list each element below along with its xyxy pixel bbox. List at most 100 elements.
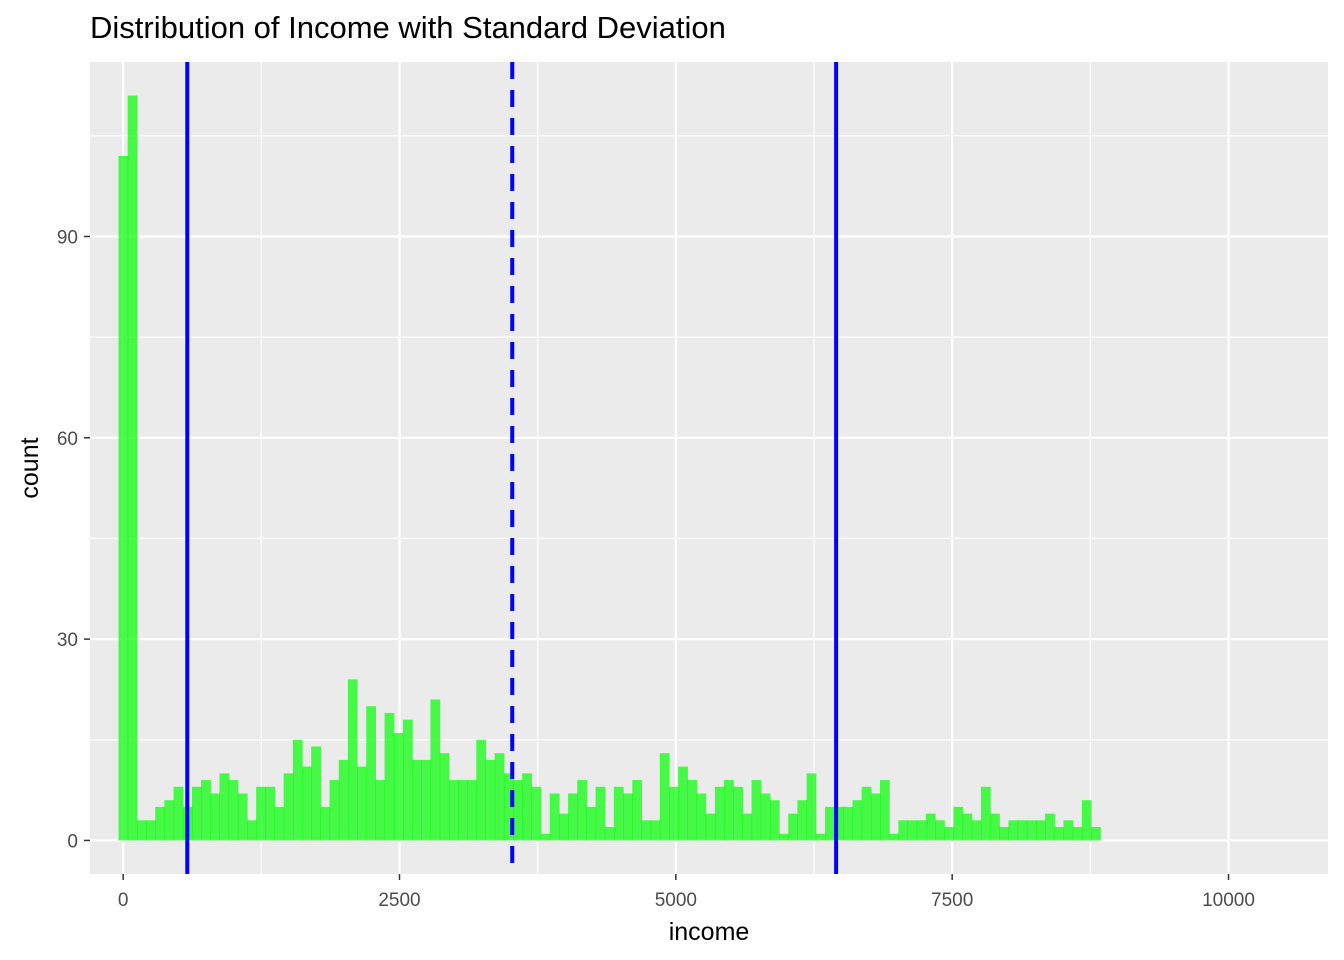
histogram-bar: [494, 753, 505, 841]
histogram-bar: [302, 766, 312, 841]
histogram-bar: [1026, 820, 1037, 841]
histogram-bar: [421, 759, 432, 841]
histogram-bar: [155, 806, 165, 841]
histogram-bar: [779, 833, 789, 841]
histogram-bar: [1045, 813, 1055, 841]
histogram-bar: [329, 780, 340, 841]
histogram-bar: [870, 793, 881, 841]
histogram-bar: [513, 780, 523, 841]
histogram-bar: [806, 773, 817, 841]
x-tick-label: 7500: [931, 890, 973, 911]
histogram-bar: [173, 786, 184, 841]
histogram-bar: [320, 806, 331, 841]
histogram-bar: [613, 786, 624, 841]
histogram-bar: [393, 733, 404, 841]
histogram-bar: [164, 800, 175, 841]
histogram-bar: [384, 712, 395, 841]
histogram-bar: [467, 780, 477, 841]
y-tick-label: 90: [57, 227, 78, 248]
histogram-bar: [907, 820, 918, 841]
histogram-bar: [632, 780, 643, 841]
histogram-bar: [265, 786, 276, 841]
histogram-bar: [228, 780, 239, 841]
histogram-bar: [237, 793, 248, 841]
histogram-bar: [898, 820, 909, 841]
histogram-bar: [448, 780, 459, 841]
x-tick-label: 2500: [378, 890, 420, 911]
histogram-bar: [824, 806, 835, 841]
histogram-bar: [136, 820, 147, 841]
histogram-bar: [1091, 827, 1101, 841]
histogram-bar: [439, 753, 450, 841]
histogram-bar: [375, 780, 386, 841]
x-tick-label: 5000: [655, 890, 697, 911]
histogram-bar: [944, 827, 954, 841]
histogram-bar: [558, 813, 569, 841]
histogram-bar: [843, 806, 854, 841]
histogram-bar: [733, 786, 743, 841]
histogram-bar: [1008, 820, 1019, 841]
histogram-bar: [641, 820, 652, 841]
histogram-bar: [146, 820, 156, 841]
histogram-bar: [696, 793, 707, 841]
histogram-bar: [971, 820, 982, 841]
histogram-bar: [668, 786, 679, 841]
histogram-bar: [714, 786, 725, 841]
histogram-bar: [659, 753, 670, 841]
histogram-bar: [751, 780, 762, 841]
x-tick-label: 10000: [1202, 890, 1255, 911]
histogram-bar: [549, 793, 560, 841]
histogram-bar: [705, 813, 716, 841]
histogram-bar: [292, 739, 303, 841]
histogram-bar: [201, 780, 211, 841]
histogram-bar: [531, 786, 542, 841]
histogram-bar: [742, 813, 753, 841]
histogram-bar: [338, 759, 349, 841]
chart-title: Distribution of Income with Standard Dev…: [90, 10, 726, 45]
histogram-bar: [430, 699, 441, 841]
histogram-bar: [522, 773, 532, 841]
histogram-bar: [990, 813, 1000, 841]
histogram-bar: [283, 773, 294, 841]
histogram-bar: [503, 773, 514, 841]
histogram-bar: [595, 786, 606, 841]
histogram-bar: [962, 813, 973, 841]
histogram-bar: [861, 786, 872, 841]
histogram-bar: [1017, 820, 1028, 841]
histogram-bar: [586, 806, 597, 841]
histogram-bar: [797, 800, 808, 841]
histogram-bar: [412, 759, 422, 841]
histogram-bar: [815, 833, 826, 841]
histogram-bar: [852, 800, 863, 841]
y-tick-label: 30: [57, 630, 78, 651]
x-tick-label: 0: [118, 890, 129, 911]
y-axis-title: count: [16, 437, 44, 498]
plot-panel: [90, 62, 1328, 874]
histogram-bar: [1035, 820, 1046, 841]
histogram-bar: [274, 806, 285, 841]
histogram-bar: [485, 759, 496, 841]
histogram-bar: [760, 793, 771, 841]
histogram-bar: [1081, 800, 1092, 841]
histogram-bar: [925, 813, 936, 841]
histogram-bar: [980, 786, 991, 841]
y-tick-label: 60: [57, 429, 78, 450]
histogram-bar: [246, 820, 257, 841]
histogram-bar: [604, 827, 615, 841]
histogram-bar: [577, 780, 588, 841]
histogram-bar: [724, 780, 734, 841]
histogram-bar: [568, 793, 578, 841]
histogram-bar: [1054, 827, 1065, 841]
histogram-bar: [118, 155, 129, 841]
histogram-bar: [650, 820, 661, 841]
histogram-bar: [191, 786, 202, 841]
histogram-bar: [687, 780, 698, 841]
histogram-bar: [999, 827, 1010, 841]
histogram-bar: [953, 806, 964, 841]
histogram-bar: [357, 766, 367, 841]
histogram-bar: [769, 800, 780, 841]
histogram-bar: [889, 833, 899, 841]
x-axis-title: income: [669, 918, 750, 946]
histogram-bar: [1063, 820, 1074, 841]
